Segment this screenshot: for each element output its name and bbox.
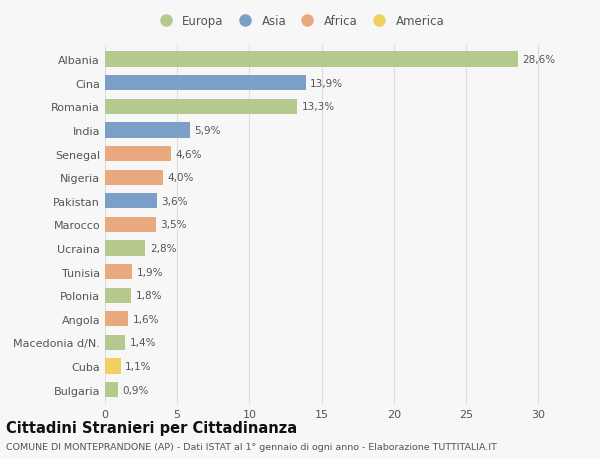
- Bar: [105, 100, 297, 115]
- Text: 4,6%: 4,6%: [176, 149, 202, 159]
- Bar: [105, 123, 190, 138]
- Text: 0,9%: 0,9%: [122, 385, 149, 395]
- Text: 4,0%: 4,0%: [167, 173, 193, 183]
- Text: Cittadini Stranieri per Cittadinanza: Cittadini Stranieri per Cittadinanza: [6, 420, 297, 435]
- Bar: [105, 312, 128, 327]
- Bar: [105, 241, 145, 256]
- Bar: [105, 264, 133, 280]
- Legend: Europa, Asia, Africa, America: Europa, Asia, Africa, America: [149, 11, 449, 33]
- Text: 1,6%: 1,6%: [133, 314, 159, 324]
- Bar: [105, 358, 121, 374]
- Bar: [105, 170, 163, 185]
- Bar: [105, 217, 155, 233]
- Text: 3,5%: 3,5%: [160, 220, 187, 230]
- Bar: [105, 335, 125, 350]
- Text: COMUNE DI MONTEPRANDONE (AP) - Dati ISTAT al 1° gennaio di ogni anno - Elaborazi: COMUNE DI MONTEPRANDONE (AP) - Dati ISTA…: [6, 442, 497, 451]
- Text: 5,9%: 5,9%: [194, 126, 221, 136]
- Text: 1,4%: 1,4%: [130, 338, 156, 347]
- Bar: [105, 52, 518, 67]
- Text: 13,9%: 13,9%: [310, 78, 343, 89]
- Text: 28,6%: 28,6%: [522, 55, 556, 65]
- Text: 2,8%: 2,8%: [150, 243, 176, 253]
- Text: 3,6%: 3,6%: [161, 196, 188, 207]
- Text: 1,1%: 1,1%: [125, 361, 152, 371]
- Bar: [105, 76, 305, 91]
- Bar: [105, 382, 118, 397]
- Text: 1,9%: 1,9%: [137, 267, 163, 277]
- Text: 13,3%: 13,3%: [301, 102, 334, 112]
- Bar: [105, 146, 172, 162]
- Bar: [105, 288, 131, 303]
- Bar: [105, 194, 157, 209]
- Text: 1,8%: 1,8%: [136, 291, 162, 301]
